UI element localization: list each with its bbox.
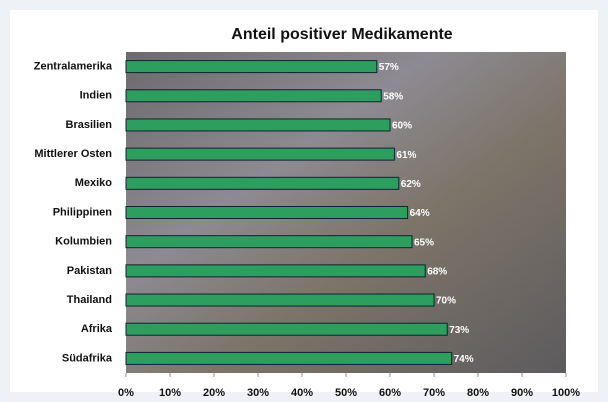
bar bbox=[126, 119, 390, 131]
y-tick-label: Kolumbien bbox=[55, 236, 112, 248]
y-tick-label: Brasilien bbox=[66, 119, 113, 131]
bar bbox=[126, 90, 381, 102]
y-tick-label: Mittlerer Osten bbox=[34, 148, 112, 160]
bar bbox=[126, 236, 412, 248]
y-tick-label: Zentralamerika bbox=[34, 60, 113, 72]
x-tick-label: 20% bbox=[203, 387, 225, 399]
value-label: 73% bbox=[449, 325, 469, 336]
value-label: 74% bbox=[454, 354, 474, 365]
bar bbox=[126, 323, 447, 335]
x-tick-label: 30% bbox=[247, 387, 269, 399]
y-tick-label: Pakistan bbox=[67, 265, 113, 277]
x-tick-label: 10% bbox=[159, 387, 181, 399]
bar bbox=[126, 294, 434, 306]
x-tick-label: 0% bbox=[118, 387, 134, 399]
bar bbox=[126, 352, 452, 364]
y-tick-label: Indien bbox=[80, 90, 113, 102]
value-label: 70% bbox=[436, 296, 456, 307]
y-tick-label: Afrika bbox=[81, 323, 113, 335]
value-label: 62% bbox=[401, 179, 421, 190]
chart-title: Anteil positiver Medikamente bbox=[231, 26, 452, 43]
value-label: 64% bbox=[410, 208, 430, 219]
x-tick-label: 100% bbox=[552, 387, 580, 399]
chart: Anteil positiver Medikamente 0% 10% 20% 30%… bbox=[0, 0, 608, 402]
x-tick-label: 80% bbox=[467, 387, 489, 399]
value-label: 65% bbox=[414, 237, 434, 248]
y-tick-label: Südafrika bbox=[62, 352, 113, 364]
bar bbox=[126, 148, 394, 160]
value-label: 58% bbox=[383, 91, 403, 102]
y-tick-label: Thailand bbox=[67, 294, 112, 306]
x-tick-label: 40% bbox=[291, 387, 313, 399]
x-tick-label: 50% bbox=[335, 387, 357, 399]
x-tick-label: 60% bbox=[379, 387, 401, 399]
value-label: 57% bbox=[379, 62, 399, 73]
bar bbox=[126, 265, 425, 277]
value-label: 68% bbox=[427, 267, 447, 278]
value-label: 61% bbox=[396, 150, 416, 161]
value-label: 60% bbox=[392, 121, 412, 132]
x-tick-label: 90% bbox=[511, 387, 533, 399]
y-tick-label: Mexiko bbox=[75, 177, 113, 189]
y-tick-label: Philippinen bbox=[53, 206, 113, 218]
x-tick-label: 70% bbox=[423, 387, 445, 399]
bar bbox=[126, 207, 408, 219]
bar bbox=[126, 177, 399, 189]
bar bbox=[126, 61, 377, 73]
